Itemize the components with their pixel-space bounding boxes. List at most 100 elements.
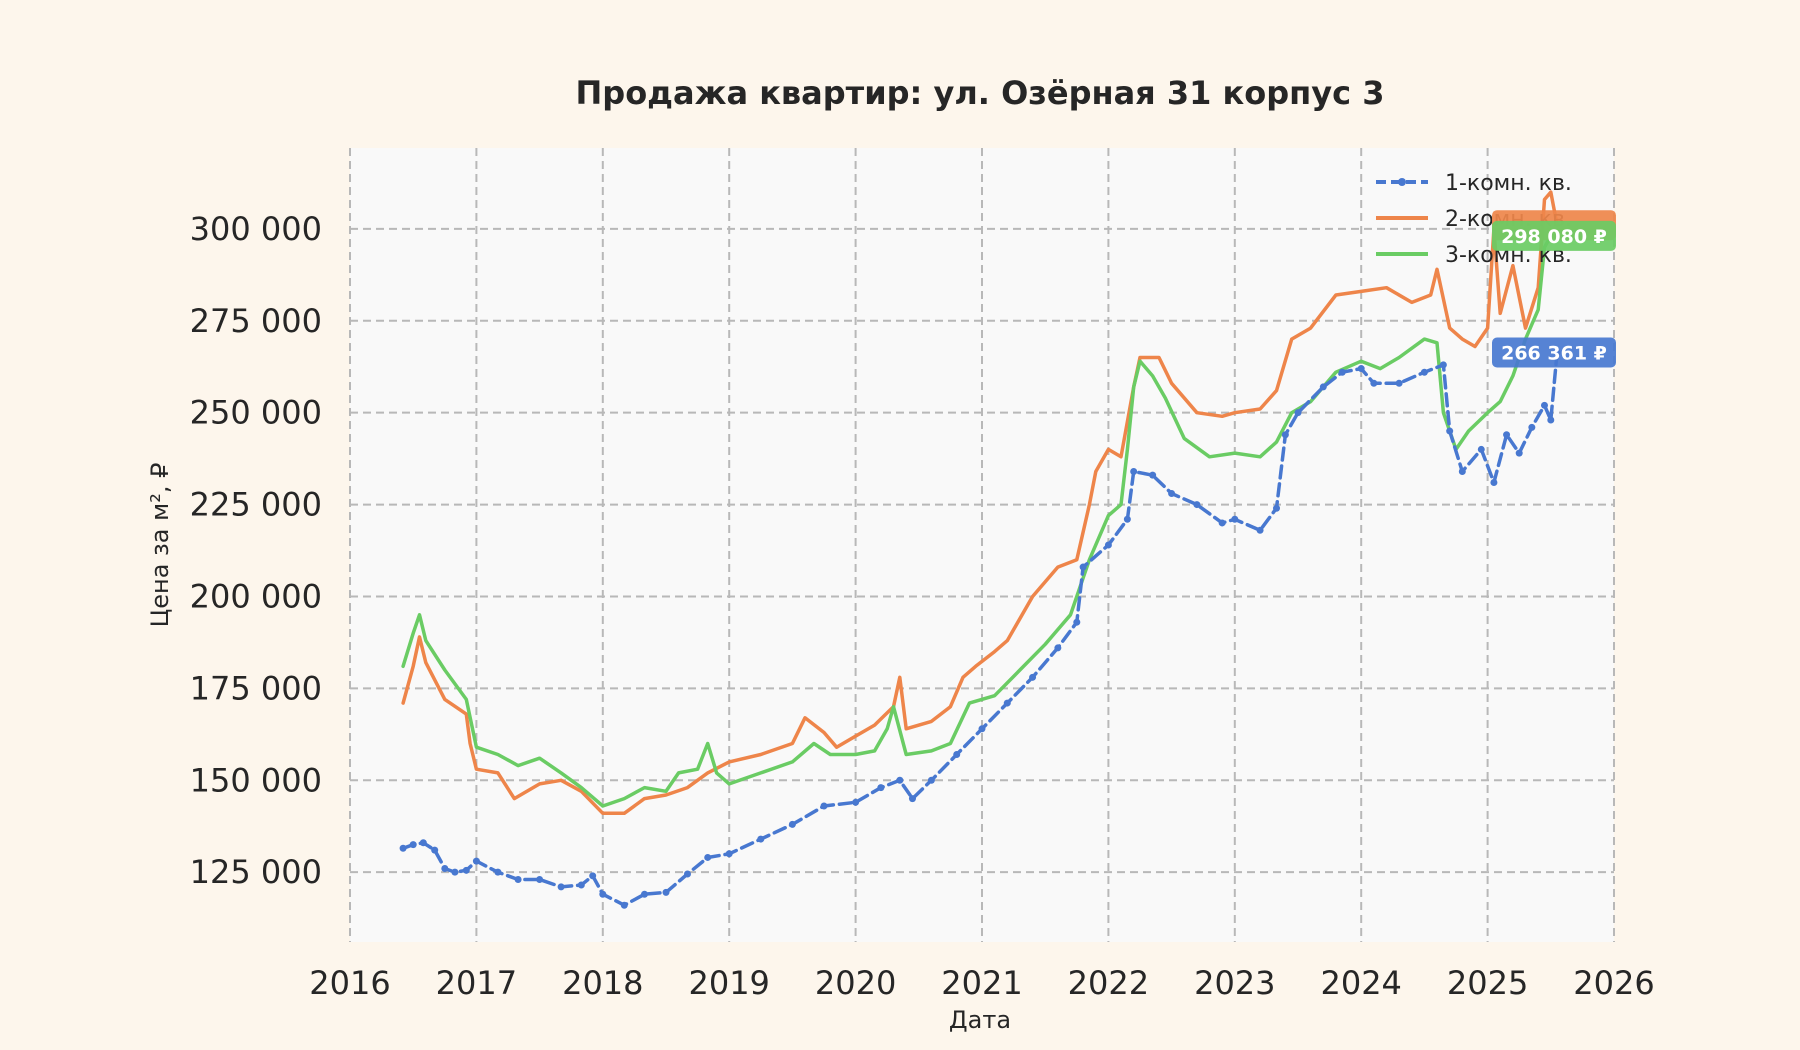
- y-tick-label: 150 000: [190, 761, 322, 799]
- series-marker-1-room: [1458, 467, 1466, 475]
- series-marker-1-room: [953, 751, 961, 759]
- series-marker-1-room: [472, 857, 480, 865]
- series-marker-1-room: [1104, 541, 1112, 549]
- series-marker-1-room: [1123, 515, 1131, 523]
- series-line-2-room: [401, 190, 1559, 816]
- value-badge: [1492, 337, 1616, 368]
- x-tick-label: 2020: [815, 964, 896, 1002]
- x-tick-label: 2026: [1573, 964, 1654, 1002]
- series-marker-1-room: [1079, 563, 1087, 571]
- series-marker-1-room: [1528, 423, 1536, 431]
- series-marker-1-room: [399, 844, 407, 852]
- series-marker-1-room: [451, 868, 459, 876]
- series-line-3-room: [401, 234, 1559, 808]
- series-marker-1-room: [852, 798, 860, 806]
- series-marker-1-room: [1370, 379, 1378, 387]
- series-marker-1-room: [462, 866, 470, 874]
- series-marker-1-room: [641, 890, 649, 898]
- series-marker-1-room: [536, 876, 544, 884]
- last-value-badges: 298 080 ₽ 266 361 ₽: [1492, 210, 1616, 368]
- chart-title: Продажа квартир: ул. Озёрная 31 корпус 3: [576, 74, 1385, 112]
- y-tick-label: 175 000: [190, 669, 322, 707]
- series-marker-1-room: [494, 868, 502, 876]
- series-marker-1-room: [577, 881, 585, 889]
- x-axis-label: Дата: [949, 1006, 1011, 1034]
- y-tick-label: 300 000: [190, 210, 322, 248]
- series-marker-1-room: [978, 725, 986, 733]
- series-marker-1-room: [431, 846, 439, 854]
- x-tick-label: 2017: [436, 964, 517, 1002]
- y-tick-label: 275 000: [190, 302, 322, 340]
- x-tick-label: 2024: [1320, 964, 1401, 1002]
- series-marker-1-room: [599, 890, 607, 898]
- series-marker-1-room: [1130, 467, 1138, 475]
- y-tick-label: 125 000: [190, 853, 322, 891]
- series-marker-1-room: [589, 872, 597, 880]
- grid: [349, 148, 1615, 942]
- y-axis-ticks: 125 000 150 000 175 000 200 000 225 000 250 0…: [190, 210, 322, 891]
- series-marker-1-room: [683, 870, 691, 878]
- y-tick-label: 250 000: [190, 394, 322, 432]
- series-marker-1-room: [1338, 368, 1346, 376]
- series-marker-1-room: [1073, 618, 1081, 626]
- series-marker-1-room: [725, 850, 733, 858]
- series-marker-1-room: [1395, 379, 1403, 387]
- x-tick-label: 2019: [688, 964, 769, 1002]
- value-badge: [1492, 220, 1616, 251]
- series-marker-1-room: [441, 864, 449, 872]
- series-marker-1-room: [1547, 416, 1555, 424]
- series-marker-1-room: [1273, 504, 1281, 512]
- x-tick-label: 2023: [1194, 964, 1275, 1002]
- series-marker-1-room: [1357, 365, 1365, 373]
- series-marker-1-room: [1319, 383, 1327, 391]
- x-tick-label: 2021: [941, 964, 1022, 1002]
- series-marker-1-room: [1420, 368, 1428, 376]
- series-marker-1-room: [662, 888, 670, 896]
- series-marker-1-room: [908, 795, 916, 803]
- x-tick-label: 2018: [562, 964, 643, 1002]
- series-marker-1-room: [927, 776, 935, 784]
- series-marker-1-room: [1256, 526, 1264, 534]
- series-marker-1-room: [1515, 449, 1523, 457]
- legend-label: 1-комн. кв.: [1445, 171, 1572, 196]
- series-lines: [399, 190, 1561, 909]
- series-marker-1-room: [1003, 699, 1011, 707]
- y-tick-label: 200 000: [190, 577, 322, 615]
- series-marker-1-room: [896, 776, 904, 784]
- series-marker-1-room: [409, 841, 417, 849]
- series-marker-1-room: [704, 853, 712, 861]
- series-marker-1-room: [1540, 401, 1548, 409]
- series-marker-1-room: [1149, 471, 1157, 479]
- x-tick-label: 2016: [309, 964, 390, 1002]
- series-marker-1-room: [1054, 644, 1062, 652]
- series-marker-1-room: [1503, 431, 1511, 439]
- series-marker-1-room: [1218, 519, 1226, 527]
- series-marker-1-room: [788, 820, 796, 828]
- x-tick-label: 2022: [1068, 964, 1149, 1002]
- series-marker-1-room: [1446, 427, 1454, 435]
- series-marker-1-room: [1294, 409, 1302, 417]
- series-marker-1-room: [514, 876, 522, 884]
- series-marker-1-room: [1231, 515, 1239, 523]
- series-marker-1-room: [557, 883, 565, 891]
- series-marker-1-room: [1029, 673, 1037, 681]
- value-badge-text: 298 080 ₽: [1501, 226, 1607, 248]
- series-marker-1-room: [1439, 361, 1447, 369]
- series-marker-1-room: [820, 802, 828, 810]
- series-marker-1-room: [757, 835, 765, 843]
- x-tick-label: 2025: [1447, 964, 1528, 1002]
- series-marker-1-room: [620, 901, 628, 909]
- series-marker-1-room: [419, 839, 427, 847]
- series-marker-1-room: [1490, 479, 1498, 487]
- y-tick-label: 225 000: [190, 486, 322, 524]
- value-badge-text: 266 361 ₽: [1501, 343, 1607, 365]
- y-axis-label: Цена за м², ₽: [146, 463, 174, 628]
- legend-marker: [1398, 178, 1406, 186]
- series-marker-1-room: [1168, 490, 1176, 498]
- series-marker-1-room: [877, 784, 885, 792]
- x-axis-ticks: 2016 2017 2018 2019 2020 2021 2022 2023 2024 2025…: [309, 964, 1654, 1002]
- series-marker-1-room: [1477, 445, 1485, 453]
- series-marker-1-room: [1281, 431, 1289, 439]
- series-marker-1-room: [1193, 501, 1201, 509]
